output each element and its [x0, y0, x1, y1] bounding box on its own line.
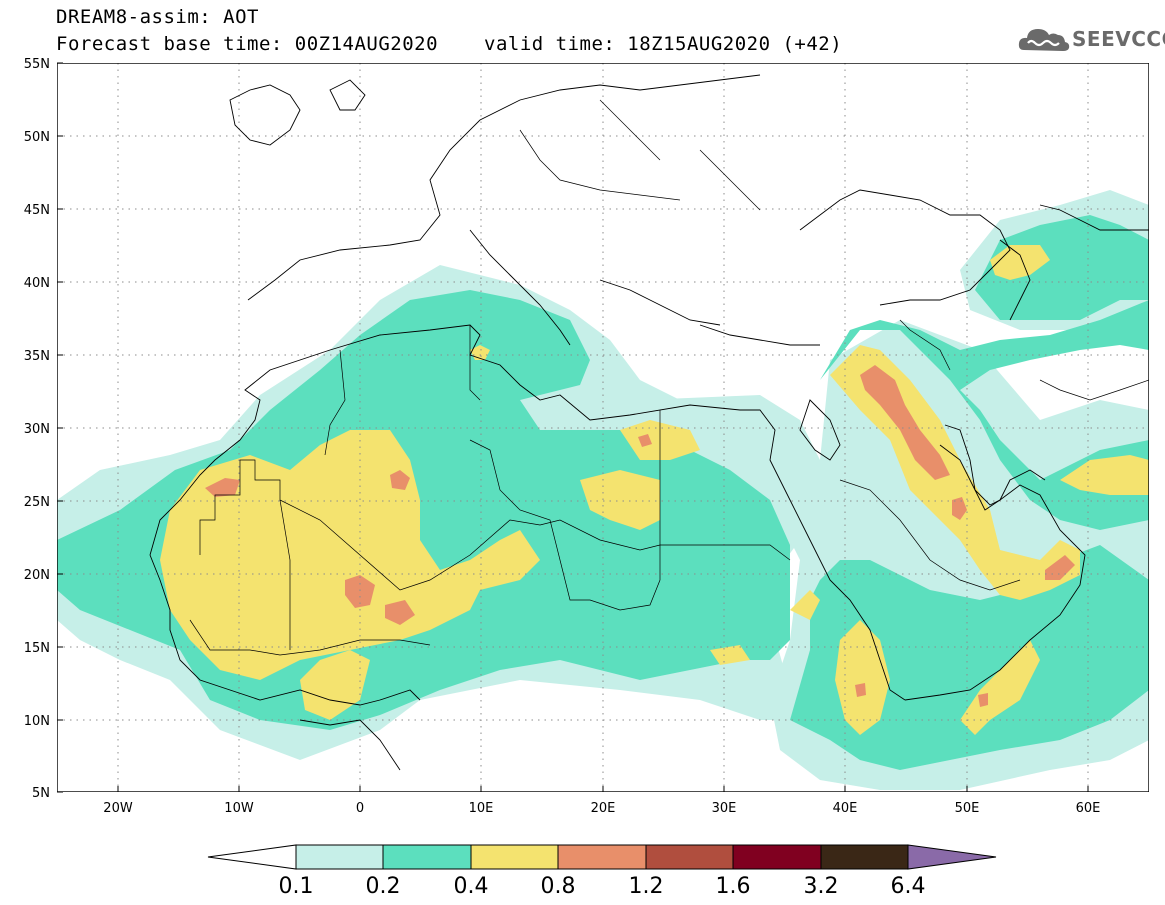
lat-label: 20N: [24, 568, 50, 583]
axis-ticks: [57, 62, 1089, 793]
lat-label: 10N: [24, 714, 50, 729]
colorbar-swatch: [820, 844, 909, 870]
lon-label: 50E: [955, 801, 980, 816]
colorbar-label: 0.8: [541, 874, 576, 899]
lat-label: 50N: [24, 130, 50, 145]
cloud-icon: [1018, 29, 1070, 51]
country-borders: [189, 99, 1149, 656]
colorbar-swatch-above: [907, 844, 997, 870]
colorbar-label: 1.2: [629, 874, 664, 899]
lon-label: 10E: [469, 801, 494, 816]
colorbar-label: 0.1: [279, 874, 314, 899]
lat-label: 5N: [32, 786, 50, 801]
lat-label: 35N: [24, 349, 50, 364]
colorbar-swatch: [557, 844, 647, 870]
aot-band-0.8: [205, 365, 1075, 707]
colorbar-swatch: [295, 844, 384, 870]
lon-label: 20W: [103, 801, 133, 816]
colorbar-swatch-below: [207, 844, 297, 870]
latitude-labels: 55N 50N 45N 40N 35N 30N 25N 20N 15N 10N …: [24, 57, 50, 801]
colorbar-swatch: [382, 844, 472, 870]
logo-text: SEEVCCC: [1072, 27, 1165, 51]
colorbar-label: 1.6: [716, 874, 751, 899]
graticule: [57, 63, 1149, 792]
colorbar-swatch: [732, 844, 822, 870]
lon-label: 30E: [712, 801, 737, 816]
colorbar-label: 0.4: [454, 874, 489, 899]
lon-label: 0: [356, 801, 364, 816]
lat-label: 30N: [24, 422, 50, 437]
valid-time: valid time: 18Z15AUG2020 (+42): [484, 33, 843, 55]
coastlines: [149, 74, 1149, 771]
lon-label: 10W: [224, 801, 254, 816]
seevccc-logo: SEEVCCC: [1016, 22, 1165, 58]
lat-label: 15N: [24, 641, 50, 656]
colorbar-swatch: [470, 844, 559, 870]
forecast-base-time: Forecast base time: 00Z14AUG2020: [56, 33, 439, 55]
lon-label: 60E: [1076, 801, 1101, 816]
map-area: [57, 63, 1149, 792]
colorbar-label: 3.2: [804, 874, 839, 899]
longitude-labels: 20W 10W 0 10E 20E 30E 40E 50E 60E: [103, 801, 1100, 816]
map-title: DREAM8-assim: AOT: [56, 6, 259, 28]
colorbar-label: 0.2: [366, 874, 401, 899]
colorbar-label: 6.4: [891, 874, 926, 899]
lon-label: 40E: [833, 801, 858, 816]
lon-label: 20E: [591, 801, 616, 816]
colorbar: 0.1 0.2 0.4 0.8 1.2 1.6 3.2 6.4: [207, 844, 997, 899]
lat-label: 25N: [24, 495, 50, 510]
lat-label: 55N: [24, 57, 50, 72]
lat-label: 45N: [24, 203, 50, 218]
lat-label: 40N: [24, 276, 50, 291]
colorbar-swatch: [645, 844, 734, 870]
